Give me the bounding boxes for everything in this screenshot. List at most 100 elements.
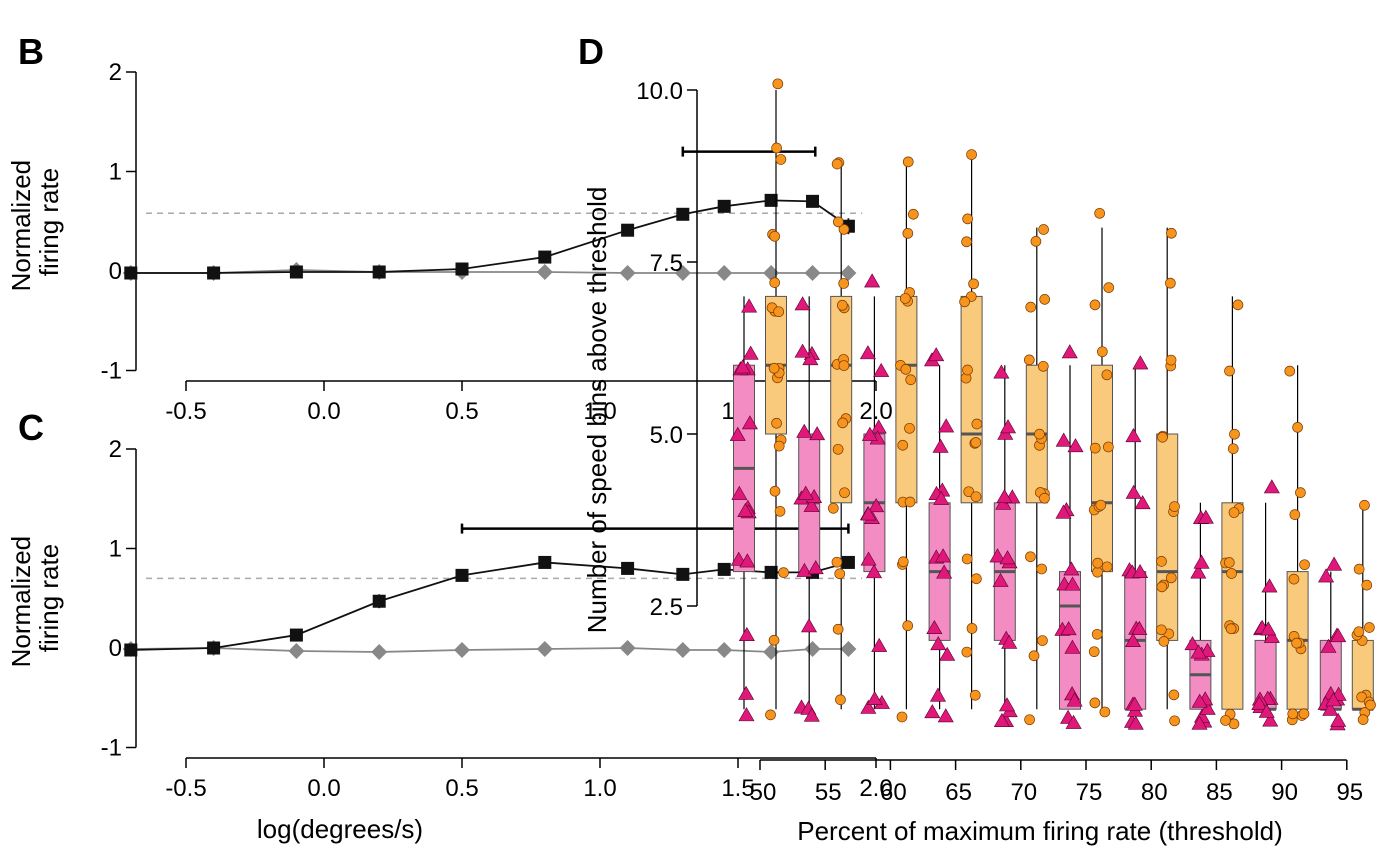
data-point-circle	[765, 709, 776, 721]
data-point-triangle	[1000, 419, 1017, 434]
data-point-circle	[1037, 635, 1048, 646]
data-point-circle	[1299, 559, 1310, 571]
y-tick-label: 5.0	[650, 422, 683, 449]
data-point-triangle	[1065, 714, 1082, 729]
data-point-triangle	[1199, 700, 1216, 715]
data-point-circle	[1089, 697, 1101, 709]
data-point-circle	[961, 236, 972, 248]
data-point-triangle	[738, 707, 755, 722]
data-point-diamond	[619, 264, 636, 281]
data-point-diamond	[288, 642, 305, 659]
data-point-triangle	[1330, 712, 1347, 727]
data-point-circle	[970, 437, 982, 448]
data-point-circle	[1291, 637, 1302, 649]
data-point-circle	[897, 556, 909, 568]
data-point-circle	[769, 230, 781, 242]
data-point-triangle	[1191, 693, 1208, 708]
data-point-triangle	[993, 712, 1010, 727]
data-point-circle	[834, 568, 846, 580]
data-point-triangle	[1251, 695, 1268, 711]
data-point-circle	[1036, 563, 1048, 575]
data-point-square	[289, 628, 303, 642]
data-point-triangle	[738, 685, 755, 700]
data-point-diamond	[536, 263, 553, 280]
data-point-diamond	[840, 264, 857, 281]
data-point-triangle	[936, 564, 953, 579]
data-point-triangle	[1061, 344, 1078, 359]
x-tick-label: 55	[815, 779, 842, 806]
data-point-circle	[970, 491, 982, 503]
data-point-triangle	[939, 646, 956, 661]
data-point-circle	[1284, 365, 1296, 377]
data-point-triangle	[871, 637, 888, 652]
series-line-square	[130, 561, 849, 651]
x-tick-label: 95	[1336, 779, 1363, 806]
data-point-circle	[1091, 628, 1103, 640]
data-point-circle	[1089, 299, 1101, 311]
panel-d-axes: 2.5 5.0 7.5 10.0 50 55 60 65 70 75 80 85 90 95	[636, 78, 1363, 806]
data-point-circle	[836, 299, 848, 311]
data-point-triangle	[734, 359, 751, 374]
data-point-triangle	[992, 572, 1009, 587]
x-tick-label: 65	[945, 779, 972, 806]
series-line-square	[130, 199, 849, 274]
data-point-square	[207, 266, 221, 280]
data-point-circle	[1226, 568, 1237, 579]
y-tick-label: 10.0	[636, 78, 683, 105]
data-point-triangle	[1132, 563, 1149, 579]
data-point-circle	[899, 293, 911, 304]
data-point-diamond	[536, 640, 553, 657]
panel-d-xlabel: Percent of maximum firing rate (threshol…	[797, 816, 1283, 846]
data-point-circle	[1225, 623, 1237, 635]
y-tick-label: 0	[109, 258, 122, 285]
data-point-circle	[1092, 566, 1103, 578]
data-point-circle	[775, 154, 787, 165]
y-tick-label: 2	[109, 59, 122, 86]
data-point-triangle	[928, 347, 945, 362]
data-point-circle	[1165, 572, 1177, 584]
data-point-triangle	[989, 548, 1006, 563]
data-point-circle	[1223, 557, 1235, 568]
data-point-triangle	[1318, 568, 1335, 583]
data-point-circle	[1157, 431, 1168, 443]
data-point-circle	[1228, 507, 1240, 518]
data-point-diamond	[716, 264, 733, 281]
data-point-circle	[902, 228, 914, 239]
data-point-triangle	[1197, 509, 1214, 524]
data-point-circle	[1165, 277, 1176, 289]
data-point-triangle	[1199, 642, 1216, 657]
data-point-triangle	[937, 708, 954, 723]
data-point-circle	[1295, 487, 1306, 498]
data-point-triangle	[742, 345, 759, 360]
data-point-square	[207, 641, 221, 655]
data-point-square	[621, 561, 635, 575]
data-point-triangle	[926, 619, 943, 635]
x-tick-label: -0.5	[165, 398, 206, 425]
y-tick-label: 2.5	[650, 594, 683, 621]
x-tick-label: 2.0	[859, 398, 892, 425]
panel-c-plot	[122, 523, 863, 660]
data-point-triangle	[860, 699, 877, 714]
data-point-circle	[962, 364, 973, 376]
data-point-circle	[837, 417, 849, 429]
panel-b-ylabel: Normalized firing rate	[6, 153, 64, 292]
data-point-circle	[959, 296, 970, 308]
data-point-triangle	[800, 618, 818, 633]
data-point-triangle	[1258, 703, 1275, 718]
y-tick-label: 2	[109, 436, 122, 463]
data-point-circle	[1038, 224, 1049, 235]
data-point-triangle	[930, 636, 947, 651]
data-point-circle	[896, 711, 908, 723]
data-point-circle	[838, 360, 850, 371]
data-point-triangle	[741, 415, 758, 430]
data-point-square	[717, 562, 731, 576]
data-point-square	[372, 594, 386, 608]
data-point-triangle	[1322, 701, 1339, 716]
data-point-circle	[902, 156, 914, 168]
data-point-diamond	[371, 643, 388, 660]
data-point-circle	[961, 646, 973, 658]
data-point-circle	[968, 278, 979, 290]
data-point-square	[806, 194, 820, 208]
data-point-circle	[1357, 714, 1369, 725]
data-point-triangle	[803, 707, 820, 722]
